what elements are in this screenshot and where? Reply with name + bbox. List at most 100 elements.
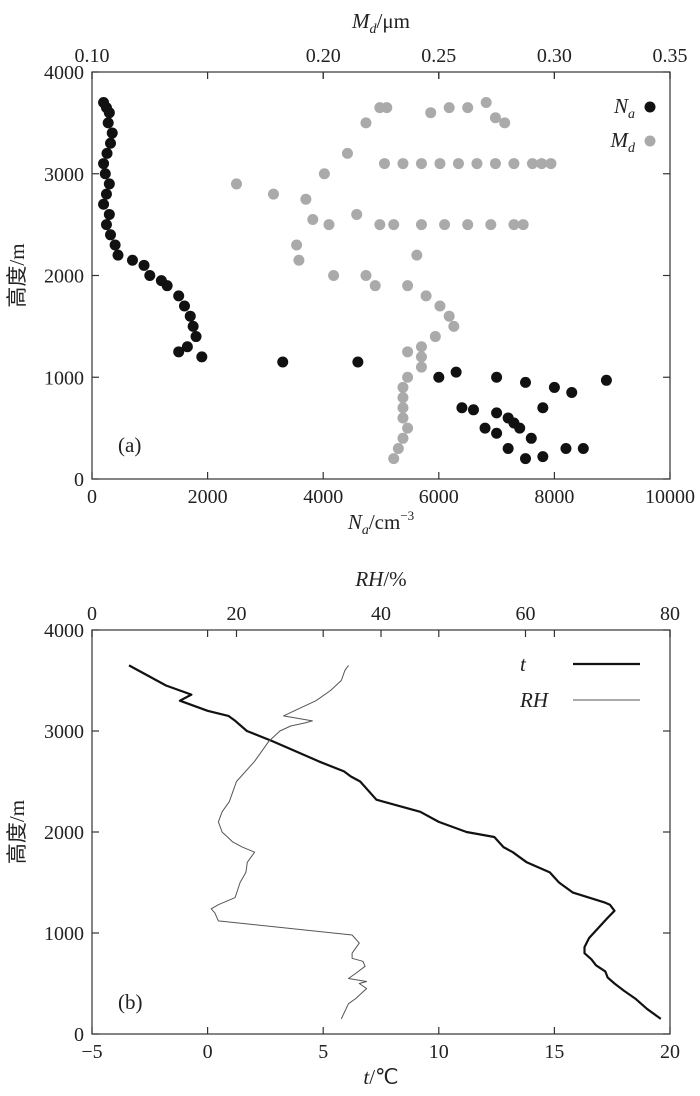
point-md <box>415 361 427 373</box>
point-na <box>190 331 202 343</box>
point-na <box>161 280 173 292</box>
x-tick-label: 15 <box>544 1041 564 1063</box>
point-na <box>109 239 121 251</box>
point-na <box>491 371 503 383</box>
point-md <box>402 422 414 434</box>
point-na <box>103 208 115 220</box>
point-na <box>104 229 116 241</box>
point-na <box>502 442 514 454</box>
x2-axis-label: RH/% <box>354 567 406 591</box>
point-md <box>485 219 497 231</box>
point-md <box>300 193 312 205</box>
series-line-rh <box>210 665 368 1020</box>
point-na <box>479 422 491 434</box>
point-md <box>397 402 409 414</box>
point-md <box>452 158 464 170</box>
point-md <box>443 310 455 322</box>
point-md <box>545 158 557 170</box>
point-na <box>560 442 572 454</box>
plot-frame <box>91 71 671 480</box>
point-md <box>508 158 520 170</box>
point-na <box>99 168 111 180</box>
point-na <box>181 341 193 353</box>
x2-tick-label: 0.30 <box>537 45 572 67</box>
point-md <box>425 107 437 119</box>
y-axis-label: 高度/m <box>5 243 29 307</box>
point-na <box>187 320 199 332</box>
point-md <box>267 188 279 200</box>
x2-axis-label: Md/μm <box>351 9 410 37</box>
point-md <box>415 341 427 353</box>
point-md <box>471 158 483 170</box>
point-na <box>196 351 208 363</box>
point-na <box>103 178 115 190</box>
point-md <box>402 280 414 292</box>
point-na <box>102 117 114 129</box>
point-na <box>173 346 185 358</box>
point-md <box>448 320 460 332</box>
x-tick-label: 8000 <box>534 486 574 508</box>
point-md <box>462 219 474 231</box>
point-na <box>491 407 503 419</box>
point-md <box>462 102 474 114</box>
point-na <box>566 387 578 399</box>
point-md <box>526 158 538 170</box>
point-md <box>402 346 414 358</box>
point-na <box>491 427 503 439</box>
x2-tick-label: 80 <box>660 603 680 625</box>
point-md <box>411 249 423 261</box>
x2-tick-label: 60 <box>516 603 536 625</box>
x2-tick-label: 0.35 <box>653 45 688 67</box>
point-na <box>537 402 549 414</box>
point-md <box>293 254 305 266</box>
point-md <box>429 331 441 343</box>
point-md <box>307 214 319 226</box>
x-tick-label: 4000 <box>303 486 343 508</box>
point-na <box>100 188 112 200</box>
point-md <box>397 392 409 404</box>
point-md <box>318 168 330 180</box>
point-md <box>489 112 501 124</box>
point-na <box>456 402 468 414</box>
point-md <box>402 371 414 383</box>
y-tick-label: 3000 <box>44 164 84 186</box>
point-na <box>525 432 537 444</box>
point-md <box>397 381 409 393</box>
legend-label-rh: RH <box>519 688 550 712</box>
point-md <box>392 442 404 454</box>
point-na <box>352 356 364 368</box>
x-tick-label: −5 <box>81 1041 102 1063</box>
y-tick-label: 1000 <box>44 923 84 945</box>
x2-tick-label: 40 <box>371 603 391 625</box>
point-md <box>480 97 492 109</box>
point-md <box>231 178 242 190</box>
point-na <box>467 404 479 416</box>
y-tick-label: 4000 <box>44 62 84 84</box>
y-tick-label: 1000 <box>44 367 84 389</box>
x-tick-label: 10000 <box>645 486 695 508</box>
point-na <box>100 219 112 231</box>
point-md <box>388 219 400 231</box>
point-md <box>397 158 409 170</box>
point-na <box>508 417 520 429</box>
x-tick-label: 5 <box>318 1041 328 1063</box>
point-md <box>378 158 390 170</box>
y-tick-label: 2000 <box>44 822 84 844</box>
point-na <box>577 442 589 454</box>
point-na <box>520 376 531 388</box>
point-na <box>138 259 150 271</box>
point-na <box>433 371 445 383</box>
series-line-t <box>128 664 662 1020</box>
point-na <box>548 381 560 393</box>
legend-marker-na <box>644 101 656 113</box>
legend-marker-md <box>644 135 656 147</box>
point-na <box>98 198 110 210</box>
point-na <box>112 249 124 261</box>
x-tick-label: 20 <box>660 1041 680 1063</box>
point-md <box>439 219 451 231</box>
x2-tick-label: 0.10 <box>75 45 110 67</box>
point-md <box>397 432 409 444</box>
x-tick-label: 10 <box>429 1041 449 1063</box>
point-na <box>277 356 289 368</box>
